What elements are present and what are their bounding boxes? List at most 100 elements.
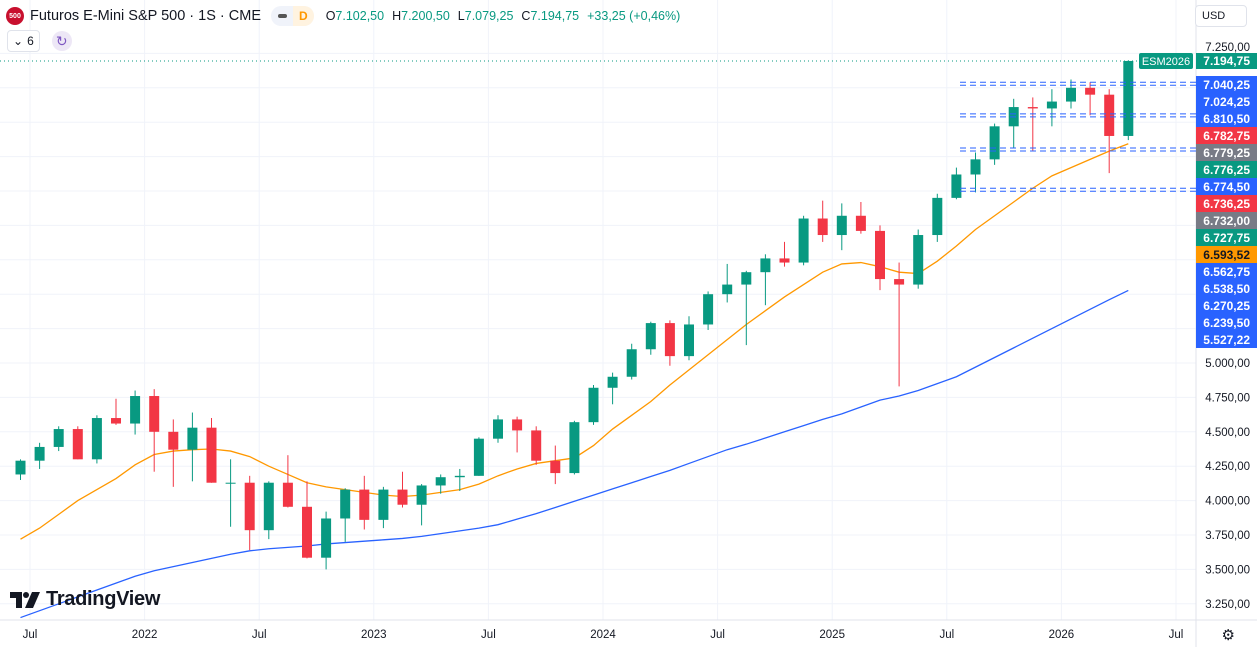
x-tick-label: Jul — [252, 629, 267, 641]
candle-body — [607, 376, 618, 388]
candle-body — [760, 258, 771, 273]
candle-body — [111, 418, 121, 424]
candle-body — [722, 284, 733, 295]
candle-body — [1104, 94, 1115, 136]
y-tick-label: 3.750,00 — [1205, 530, 1250, 542]
candle-body — [1046, 101, 1057, 109]
candle-body — [588, 387, 599, 423]
candle-body — [263, 482, 274, 531]
candle-body — [244, 482, 255, 531]
symbol-logo[interactable]: 500 — [6, 7, 24, 25]
price-tag — [1196, 263, 1257, 280]
candle-body — [340, 489, 351, 519]
candle-body — [53, 429, 64, 447]
candle-body — [72, 429, 83, 460]
ohlc-values: O7.102,50 H7.200,50 L7.079,25 C7.194,75 … — [326, 9, 681, 23]
price-tag — [1196, 195, 1257, 212]
price-tag — [1196, 93, 1257, 110]
price-tag-label: 6.732,00 — [1203, 214, 1250, 228]
price-tag — [1196, 76, 1257, 93]
y-tick-label: 4.750,00 — [1205, 392, 1250, 404]
price-tag — [1196, 331, 1257, 348]
candle-body — [15, 460, 26, 475]
price-tag-label: 6.239,50 — [1203, 316, 1250, 330]
currency-select[interactable]: USD — [1195, 5, 1247, 27]
candle-body — [206, 427, 217, 483]
x-tick-label: Jul — [1169, 629, 1184, 641]
price-tag-label: 6.593,52 — [1203, 248, 1250, 262]
x-tick-label: 2026 — [1049, 629, 1075, 641]
indicators-count: 6 — [27, 34, 34, 48]
x-tick-label: Jul — [710, 629, 725, 641]
y-tick-label: 4.000,00 — [1205, 496, 1250, 508]
candle-body — [397, 489, 408, 505]
y-tick-label: 4.500,00 — [1205, 427, 1250, 439]
close-value: 7.194,75 — [530, 9, 580, 23]
tradingview-watermark[interactable]: TradingView — [10, 588, 160, 611]
price-tag — [1196, 297, 1257, 314]
indicators-toggle-button[interactable]: ⌄ 6 — [7, 30, 40, 52]
symbol-title[interactable]: Futuros E-Mini S&P 500 · 1S · CME — [30, 8, 262, 24]
high-value: 7.200,50 — [401, 9, 450, 23]
price-tag-label: 6.562,75 — [1203, 265, 1250, 279]
y-tick-label: 5.000,00 — [1205, 358, 1250, 370]
minus-icon — [271, 14, 293, 18]
delayed-badge: D — [293, 6, 314, 26]
candle-body — [512, 419, 523, 431]
candle-body — [913, 235, 924, 285]
x-tick-label: 2022 — [132, 629, 158, 641]
settings-gear-icon[interactable]: ⚙ — [1221, 627, 1235, 644]
y-tick-label: 3.250,00 — [1205, 599, 1250, 611]
price-tag — [1196, 314, 1257, 331]
x-tick-label: Jul — [23, 629, 38, 641]
price-tag — [1196, 110, 1257, 127]
symbol-tag-label: ESM2026 — [1142, 56, 1190, 68]
market-status-pill[interactable]: D — [271, 6, 314, 26]
candle-body — [684, 324, 694, 357]
candle-body — [168, 431, 179, 450]
candle-body — [855, 215, 866, 231]
candle-body — [932, 197, 943, 236]
candle-body — [970, 159, 981, 175]
price-tag — [1196, 144, 1257, 161]
candle-body — [1123, 60, 1134, 136]
x-tick-label: 2023 — [361, 629, 387, 641]
price-tag-label: 6.776,25 — [1203, 163, 1250, 177]
candle-body — [741, 272, 752, 285]
last-price-label: 7.194,75 — [1203, 54, 1250, 68]
price-tag-label: 7.024,25 — [1203, 95, 1250, 109]
candle-body — [302, 506, 312, 558]
price-tag-label: 5.527,22 — [1203, 333, 1250, 347]
candle-body — [531, 430, 542, 461]
price-tag-label: 6.779,25 — [1203, 146, 1250, 160]
change-value: +33,25 (+0,46%) — [587, 9, 681, 23]
price-tag-label: 6.727,75 — [1203, 231, 1250, 245]
sync-icon[interactable]: ↻ — [51, 31, 72, 51]
price-tag-label: 7.040,25 — [1203, 78, 1250, 92]
price-tag — [1196, 212, 1257, 229]
last-price-tag — [1196, 53, 1257, 70]
candle-body — [836, 215, 847, 236]
candle-body — [225, 482, 236, 484]
x-tick-label: Jul — [939, 629, 954, 641]
low-label: L — [457, 9, 465, 23]
low-value: 7.079,25 — [464, 9, 514, 23]
open-label: O — [325, 9, 336, 23]
y-tick-label: 4.250,00 — [1205, 461, 1250, 473]
candle-body — [779, 258, 790, 263]
candle-body — [130, 396, 141, 424]
chart-legend-header: 500 Futuros E-Mini S&P 500 · 1S · CME D … — [6, 6, 680, 26]
x-tick-label: 2024 — [590, 629, 616, 641]
y-tick-label: 3.500,00 — [1205, 564, 1250, 576]
candle-body — [645, 323, 656, 350]
candle-body — [493, 419, 503, 439]
candle-body — [1085, 87, 1096, 95]
candle-body — [703, 294, 714, 325]
price-tag-label: 6.782,75 — [1203, 129, 1250, 143]
candle-body — [951, 174, 962, 198]
candle-body — [149, 396, 160, 432]
price-tag — [1196, 161, 1257, 178]
candle-body — [435, 477, 446, 486]
tradingview-logo-icon — [10, 591, 40, 608]
